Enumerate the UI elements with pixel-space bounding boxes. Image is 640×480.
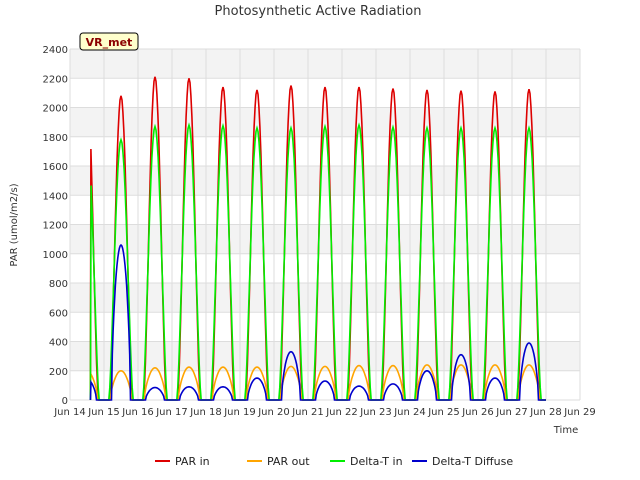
plot-band: [70, 283, 580, 313]
annotation-box: [79, 32, 139, 51]
y-axis-ticks: 0 200 400 600 800 1000 1200 1400 1600 1800 2000 220…: [43, 45, 68, 407]
x-axis-ticks: Jun 14 Jun 15 Jun 16 Jun 17 Jun 18 Jun 19 Jun …: [53, 407, 596, 418]
y-tick-label: 1200: [43, 221, 68, 232]
plot-band: [70, 166, 580, 196]
y-tick-label: 600: [49, 308, 68, 319]
x-tick-label: Jun 22: [325, 407, 358, 418]
y-tick-label: 2400: [43, 45, 68, 56]
x-tick-label: Jun 14: [53, 407, 86, 418]
plot-band: [70, 49, 580, 79]
x-tick-label: Jun 19: [223, 407, 256, 418]
series-lines: [89, 76, 546, 401]
y-tick-label: 400: [49, 338, 68, 349]
x-tick-label: Jun 20: [257, 407, 290, 418]
y-tick-label: 1800: [43, 133, 68, 144]
x-tick-label: Jun 25: [427, 407, 460, 418]
y-tick-label: 1400: [43, 191, 68, 202]
chart-title: Photosynthetic Active Radiation: [215, 4, 422, 19]
x-tick-label: Jun 18: [189, 407, 222, 418]
x-tick-label: Jun 21: [291, 407, 324, 418]
series-line-diffuse: [89, 243, 546, 401]
x-tick-label: Jun 24: [393, 407, 426, 418]
legend: PAR in PAR out Delta-T in Delta-T Diffuse: [155, 455, 513, 468]
y-tick-label: 2200: [43, 74, 68, 85]
gridlines: [69, 48, 581, 401]
legend-label-par_in: PAR in: [175, 455, 210, 468]
legend-label-par_out: PAR out: [267, 455, 310, 468]
annotation-badge: VR_met: [79, 32, 139, 51]
x-tick-label: Jun 26: [461, 407, 494, 418]
legend-label-diffuse: Delta-T Diffuse: [432, 455, 513, 468]
x-tick-label: Jun 28: [529, 407, 562, 418]
series-line-delta_t: [89, 122, 546, 401]
x-axis-label: Time: [553, 425, 578, 436]
x-tick-label: Jun 17: [155, 407, 188, 418]
annotation-text: VR_met: [86, 36, 133, 49]
plot-band: [70, 224, 580, 254]
y-tick-label: 1600: [43, 162, 68, 173]
x-tick-label: Jun 23: [359, 407, 392, 418]
plot-band: [70, 107, 580, 137]
x-tick-label: Jun 29: [563, 407, 596, 418]
series-line-par_out: [89, 364, 546, 401]
legend-label-delta_t: Delta-T in: [350, 455, 403, 468]
x-tick-label: Jun 27: [495, 407, 528, 418]
y-tick-label: 1000: [43, 250, 68, 261]
y-tick-label: 0: [62, 396, 68, 407]
y-tick-label: 2000: [43, 104, 68, 115]
y-tick-label: 800: [49, 279, 68, 290]
x-tick-label: Jun 15: [87, 407, 120, 418]
x-tick-label: Jun 16: [121, 407, 154, 418]
y-tick-label: 200: [49, 367, 68, 378]
y-axis-label: PAR (umol/m2/s): [9, 183, 20, 266]
